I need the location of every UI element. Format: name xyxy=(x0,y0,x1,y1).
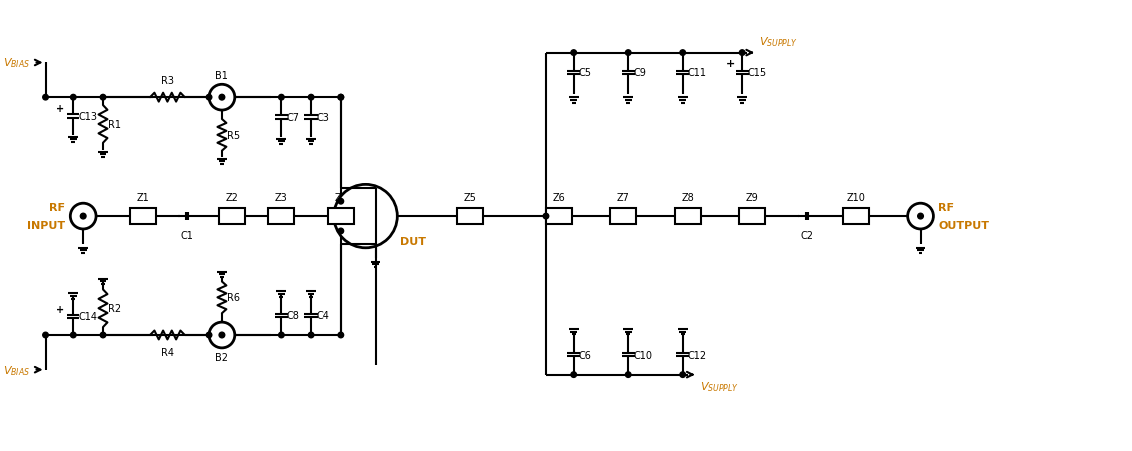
Circle shape xyxy=(543,214,549,219)
Bar xyxy=(739,209,765,225)
Circle shape xyxy=(70,95,76,101)
Bar xyxy=(268,209,294,225)
Text: C15: C15 xyxy=(747,68,766,78)
Bar xyxy=(130,209,155,225)
Circle shape xyxy=(626,372,631,377)
Text: C12: C12 xyxy=(687,350,706,360)
Text: INPUT: INPUT xyxy=(27,221,66,230)
Text: R4: R4 xyxy=(161,347,174,357)
Bar xyxy=(546,209,572,225)
Bar xyxy=(457,209,482,225)
Text: C13: C13 xyxy=(78,112,97,122)
Text: OUTPUT: OUTPUT xyxy=(938,221,989,230)
Text: B2: B2 xyxy=(215,352,229,362)
Text: RF: RF xyxy=(938,202,954,212)
Circle shape xyxy=(80,214,86,220)
Text: C7: C7 xyxy=(286,113,299,123)
Text: C8: C8 xyxy=(286,310,299,321)
Text: $V_{BIAS}$: $V_{BIAS}$ xyxy=(3,56,31,70)
Text: Z9: Z9 xyxy=(746,193,758,203)
Text: R1: R1 xyxy=(108,120,121,129)
Text: B1: B1 xyxy=(215,71,229,81)
Bar xyxy=(675,209,701,225)
Text: Z1: Z1 xyxy=(136,193,149,203)
Text: Z8: Z8 xyxy=(681,193,694,203)
Circle shape xyxy=(278,332,284,338)
Circle shape xyxy=(338,95,344,101)
Circle shape xyxy=(101,332,105,338)
Text: $V_{SUPPLY}$: $V_{SUPPLY}$ xyxy=(760,35,798,49)
Text: DUT: DUT xyxy=(401,236,427,246)
Text: C1: C1 xyxy=(181,230,194,240)
Circle shape xyxy=(338,229,344,234)
Text: Z2: Z2 xyxy=(225,193,238,203)
Text: R3: R3 xyxy=(161,76,174,86)
Text: $V_{BIAS}$: $V_{BIAS}$ xyxy=(3,363,31,377)
Text: +: + xyxy=(726,60,735,69)
Circle shape xyxy=(571,51,576,56)
Text: +: + xyxy=(57,304,65,314)
Circle shape xyxy=(680,372,686,377)
Circle shape xyxy=(206,332,212,338)
Circle shape xyxy=(220,332,225,338)
Circle shape xyxy=(308,332,314,338)
Circle shape xyxy=(278,95,284,101)
Text: Z7: Z7 xyxy=(617,193,629,203)
Text: C14: C14 xyxy=(78,312,97,322)
Circle shape xyxy=(206,95,212,101)
Text: C6: C6 xyxy=(578,350,592,360)
Bar xyxy=(218,209,245,225)
Circle shape xyxy=(209,322,234,348)
Text: C5: C5 xyxy=(578,68,592,78)
Circle shape xyxy=(571,372,576,377)
Text: C4: C4 xyxy=(316,310,329,321)
Circle shape xyxy=(739,51,745,56)
Text: +: + xyxy=(57,104,65,114)
Bar xyxy=(328,209,353,225)
Text: Z3: Z3 xyxy=(275,193,288,203)
Text: R6: R6 xyxy=(226,293,240,303)
Text: C11: C11 xyxy=(687,68,706,78)
Text: RF: RF xyxy=(50,202,66,212)
Circle shape xyxy=(101,95,105,101)
Circle shape xyxy=(626,51,631,56)
Circle shape xyxy=(338,332,344,338)
Text: R5: R5 xyxy=(226,130,240,141)
Circle shape xyxy=(908,204,934,230)
Circle shape xyxy=(70,332,76,338)
Text: Z5: Z5 xyxy=(463,193,477,203)
Circle shape xyxy=(338,95,344,101)
Circle shape xyxy=(334,185,397,248)
Text: Z4: Z4 xyxy=(334,193,348,203)
Text: $V_{SUPPLY}$: $V_{SUPPLY}$ xyxy=(700,380,739,394)
Circle shape xyxy=(308,95,314,101)
Text: C2: C2 xyxy=(800,230,813,240)
Text: Z6: Z6 xyxy=(552,193,565,203)
Circle shape xyxy=(43,95,49,101)
Circle shape xyxy=(43,332,49,338)
Circle shape xyxy=(220,95,225,101)
Circle shape xyxy=(70,204,96,230)
Text: C3: C3 xyxy=(316,113,329,123)
Bar xyxy=(610,209,636,225)
Circle shape xyxy=(918,214,924,220)
Circle shape xyxy=(680,51,686,56)
Bar xyxy=(843,209,869,225)
Circle shape xyxy=(338,199,344,205)
Text: C9: C9 xyxy=(633,68,646,78)
Text: Z10: Z10 xyxy=(847,193,866,203)
Circle shape xyxy=(209,85,234,111)
Text: C10: C10 xyxy=(633,350,652,360)
Text: R2: R2 xyxy=(108,304,121,313)
